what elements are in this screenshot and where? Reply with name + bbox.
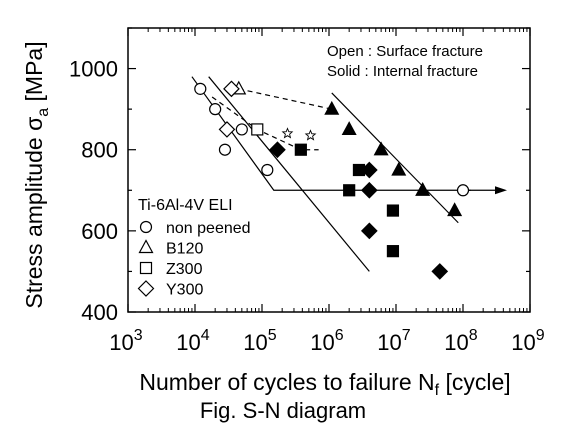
x-axis-label: Number of cycles to failure Nf [cycle]	[139, 369, 510, 399]
star-data-point	[304, 129, 317, 141]
diamond-data-point	[360, 161, 378, 179]
legend-item-label: Y300	[166, 282, 203, 299]
diamond-data-point	[269, 141, 286, 159]
circle-data-point	[209, 103, 222, 116]
solid-fit-line	[331, 92, 459, 224]
x-axis: 103 104 105 106 107 108 109	[109, 28, 545, 355]
dashed-fit-line	[238, 88, 332, 110]
dashed-fit-line	[211, 96, 319, 151]
note-open: Open : Surface fracture	[327, 43, 483, 60]
square-data-point	[294, 143, 307, 156]
solid-fit-line	[191, 76, 471, 191]
legend: Ti-6Al-4V ELI non peened B120 Z300 Y300	[137, 197, 251, 299]
x-tick-label: 109	[511, 327, 544, 355]
legend-diamond-icon	[137, 280, 155, 297]
legend-square-icon	[139, 261, 153, 275]
square-data-point	[386, 245, 400, 258]
x-tick-label: 105	[243, 327, 276, 355]
triangle-data-point	[373, 141, 389, 156]
circle-data-point	[218, 143, 232, 156]
triangle-data-point	[391, 161, 407, 176]
triangle-data-point	[324, 100, 340, 115]
triangle-data-point	[415, 182, 431, 196]
x-tick-label: 107	[377, 327, 410, 355]
triangle-data-point	[341, 121, 357, 136]
y-tick-label: 800	[81, 138, 118, 163]
y-axis: 400 600 800 1000	[69, 27, 530, 325]
runout-arrow-icon	[495, 186, 507, 195]
x-tick-label: 106	[310, 327, 343, 355]
fit-lines	[191, 76, 471, 272]
legend-circle-icon	[139, 220, 153, 234]
y-axis-label: Stress amplitude σa [MPa]	[21, 41, 52, 308]
diamond-data-point	[218, 121, 236, 138]
legend-item-label: non peened	[166, 220, 251, 237]
triangle-data-point	[447, 202, 463, 217]
circle-data-point	[261, 163, 274, 177]
x-tick-label: 104	[176, 327, 209, 355]
y-tick-label: 400	[81, 300, 118, 325]
diamond-data-point	[360, 222, 378, 240]
data-points	[194, 80, 507, 280]
y-tick-label: 600	[81, 219, 118, 244]
square-data-point	[343, 184, 356, 197]
legend-triangle-icon	[138, 239, 154, 254]
legend-item-label: B120	[166, 241, 203, 258]
square-data-point	[251, 123, 264, 136]
figure-caption: Fig. S-N diagram	[199, 398, 367, 423]
y-tick-label: 1000	[69, 57, 118, 82]
legend-title: Ti-6Al-4V ELI	[138, 197, 233, 214]
note-solid: Solid : Internal fracture	[327, 63, 478, 80]
x-tick-label: 108	[444, 327, 477, 355]
diamond-data-point	[431, 263, 449, 280]
diamond-data-point	[223, 80, 240, 98]
legend-item-label: Z300	[166, 261, 203, 278]
x-tick-label: 103	[109, 327, 142, 355]
square-data-point	[386, 204, 400, 217]
solid-fit-line	[208, 76, 370, 272]
diamond-data-point	[360, 181, 378, 199]
circle-data-point	[194, 82, 207, 95]
circle-data-point	[456, 184, 470, 197]
star-data-point	[281, 127, 294, 139]
circle-data-point	[235, 123, 248, 136]
